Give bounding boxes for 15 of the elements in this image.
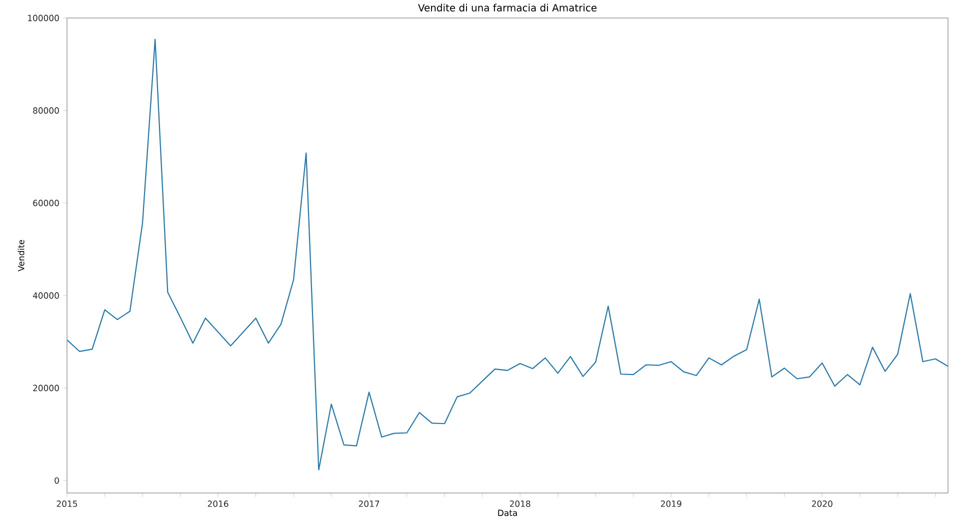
y-axis-title: Vendite — [18, 240, 24, 272]
y-tick-label: 60000 — [33, 200, 59, 206]
x-tick-label: 2020 — [812, 500, 832, 507]
chart-title: Vendite di una farmacia di Amatrice — [418, 4, 597, 12]
x-tick-label: 2017 — [358, 500, 380, 507]
x-tick-label: 2018 — [510, 500, 530, 507]
y-tick-label: 0 — [54, 477, 59, 484]
y-tick-label: 20000 — [33, 384, 59, 392]
y-tick-label: 80000 — [33, 107, 59, 114]
x-tick-label: 2016 — [208, 500, 228, 507]
y-tick-label: 100000 — [28, 14, 59, 22]
y-tick-label: 40000 — [32, 292, 59, 299]
x-axis-title: Data — [498, 510, 517, 516]
x-tick-label: 2015 — [56, 500, 78, 507]
x-tick-label: 2019 — [660, 500, 682, 507]
